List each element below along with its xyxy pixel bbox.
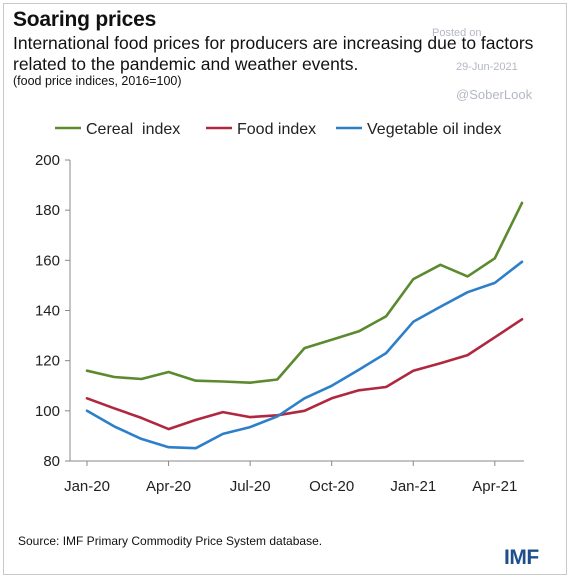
source-note: Source: IMF Primary Commodity Price Syst… xyxy=(18,534,323,548)
y-tick-label: 160 xyxy=(35,252,60,269)
x-tick-label: Jan-20 xyxy=(64,478,110,495)
x-tick-label: Apr-20 xyxy=(146,478,191,495)
y-tick-label: 180 xyxy=(35,202,60,219)
watermark-date: 29-Jun-2021 xyxy=(456,61,518,73)
y-tick-label: 140 xyxy=(35,303,60,320)
series-line-0 xyxy=(85,201,524,385)
chart-title: Soaring prices xyxy=(13,8,157,31)
imf-logo: IMF xyxy=(504,546,539,569)
y-tick-label: 200 xyxy=(35,152,60,169)
legend-label-0: Cereal index xyxy=(86,121,180,138)
legend-label-2: Vegetable oil index xyxy=(367,121,501,138)
x-tick-label: Apr-21 xyxy=(472,478,517,495)
watermark-posted: Posted on xyxy=(432,27,482,39)
watermark-handle: @SoberLook xyxy=(456,87,533,102)
y-tick-label: 100 xyxy=(35,403,60,420)
x-tick-label: Jul-20 xyxy=(230,478,271,495)
y-tick-label: 120 xyxy=(35,353,60,370)
y-tick-label: 80 xyxy=(43,453,60,470)
x-tick-label: Oct-20 xyxy=(309,478,354,495)
series-line-1 xyxy=(85,317,524,431)
series-line-2 xyxy=(85,260,524,450)
legend-label-1: Food index xyxy=(237,121,316,138)
chart-units-note: (food price indices, 2016=100) xyxy=(13,74,182,88)
x-tick-label: Jan-21 xyxy=(390,478,436,495)
chart-subtitle: International food prices for producers … xyxy=(13,33,534,74)
